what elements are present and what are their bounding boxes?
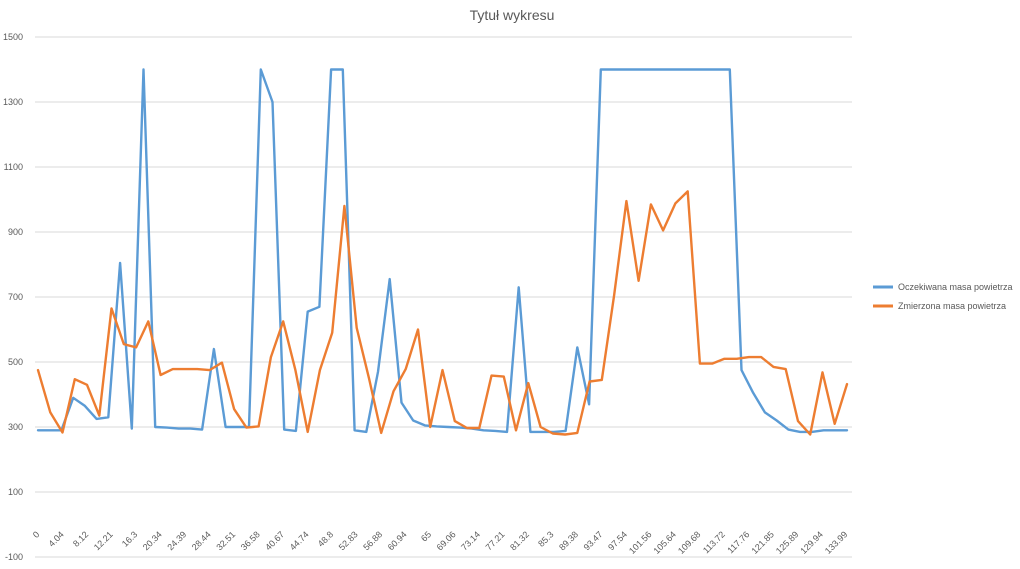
- x-tick-label: 77.21: [484, 529, 507, 552]
- x-tick-label: 0: [31, 529, 42, 540]
- x-tick-label: 125.89: [774, 529, 801, 556]
- x-tick-label: 69.06: [435, 529, 458, 552]
- x-tick-label: 109.68: [676, 529, 703, 556]
- x-axis: 0 4.04 8.12 12.21 16.3 20.34 24.39 28.44 32.51 36…: [31, 529, 850, 556]
- x-tick-label: 85.3: [536, 529, 555, 548]
- x-tick-label: 52.83: [337, 529, 360, 552]
- x-tick-label: 117.76: [725, 529, 751, 555]
- y-tick-label: 900: [8, 227, 23, 237]
- chart-title: Tytuł wykresu: [470, 7, 555, 23]
- x-tick-label: 12.21: [92, 529, 115, 552]
- x-tick-label: 121.85: [749, 529, 776, 556]
- x-tick-label: 133.99: [823, 529, 850, 556]
- legend-entry-2: Zmierzona masa powietrza: [898, 301, 1006, 311]
- y-tick-label: 100: [8, 487, 23, 497]
- x-tick-label: 89.38: [557, 529, 580, 552]
- x-tick-label: 93.47: [582, 529, 605, 552]
- x-tick-label: 16.3: [120, 529, 139, 548]
- x-tick-label: 4.04: [46, 529, 65, 548]
- x-tick-label: 129.94: [798, 529, 825, 556]
- x-tick-label: 56.88: [361, 529, 384, 552]
- y-tick-label: 700: [8, 292, 23, 302]
- y-tick-label: 1100: [4, 162, 23, 172]
- x-tick-label: 28.44: [190, 529, 213, 552]
- x-tick-label: 8.12: [71, 529, 90, 548]
- x-tick-label: 44.74: [288, 529, 311, 552]
- legend-entry-1: Oczekiwana masa powietrza: [898, 282, 1013, 292]
- x-tick-label: 40.67: [263, 529, 286, 552]
- x-tick-label: 36.58: [239, 529, 262, 552]
- x-tick-label: 24.39: [165, 529, 188, 552]
- x-tick-label: 105.64: [651, 529, 678, 556]
- x-tick-label: 97.54: [606, 529, 629, 552]
- y-tick-label: 300: [8, 422, 23, 432]
- y-axis-ticks: -100 100 300 500 700 900 1100 1300 1500: [3, 32, 23, 562]
- y-tick-label: 1300: [3, 97, 23, 107]
- x-tick-label: 73.14: [459, 529, 482, 552]
- x-tick-label: 32.51: [214, 529, 237, 552]
- series-line-1: [36, 68, 849, 434]
- x-tick-label: 81.32: [508, 529, 531, 552]
- y-tick-label: 500: [8, 357, 23, 367]
- x-tick-label: 20.34: [141, 529, 164, 552]
- series-lines: [36, 68, 849, 436]
- x-tick-label: 113.72: [701, 529, 727, 555]
- legend: Oczekiwana masa powietrza Zmierzona masa …: [873, 282, 1013, 311]
- gridlines: [35, 36, 852, 558]
- x-tick-label: 101.56: [627, 529, 654, 556]
- y-tick-label: 1500: [3, 32, 23, 42]
- y-tick-label: -100: [5, 552, 23, 562]
- series-line-2: [36, 190, 849, 436]
- x-tick-label: 48.8: [316, 529, 335, 548]
- x-tick-label: 60.94: [386, 529, 409, 552]
- x-tick-label: 65: [419, 529, 433, 543]
